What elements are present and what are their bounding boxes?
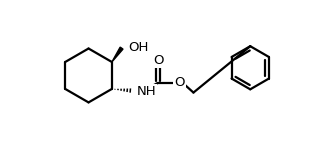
Text: NH: NH — [136, 85, 156, 98]
Polygon shape — [112, 47, 123, 62]
Text: O: O — [174, 76, 185, 89]
Text: O: O — [153, 54, 163, 67]
Text: OH: OH — [129, 41, 149, 54]
